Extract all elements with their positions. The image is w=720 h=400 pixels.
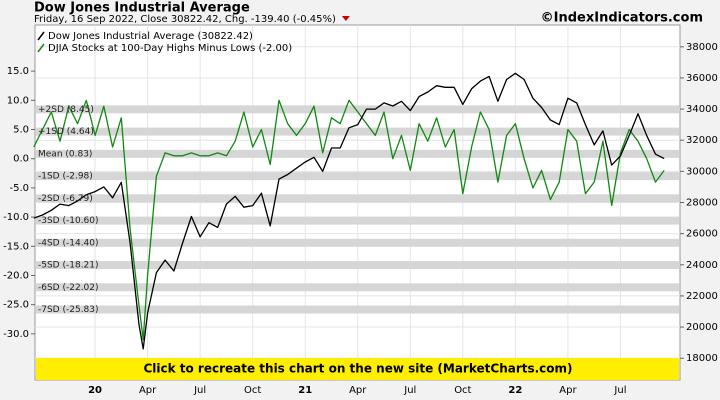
y2-tick-label: 30000 (686, 166, 718, 177)
banner-bg[interactable] (36, 358, 679, 380)
sd-band (36, 149, 679, 158)
sd-band (36, 194, 679, 203)
sd-band-label: -1SD (-2.98) (38, 172, 93, 182)
sd-band-label: -2SD (-6.79) (38, 194, 93, 204)
sd-band-label: Mean (0.83) (38, 149, 92, 159)
y2-tick-label: 34000 (686, 104, 718, 115)
y-tick-label: 5.0 (13, 125, 29, 136)
x-tick-label: 20 (88, 385, 102, 396)
sd-band (36, 216, 679, 225)
y2-tick-label: 36000 (686, 73, 718, 84)
y-tick-label: -15.0 (3, 241, 29, 252)
y-tick-label: 0.0 (13, 154, 29, 165)
y-tick-label: -10.0 (3, 212, 29, 223)
x-tick-label: Jul (403, 385, 416, 396)
x-tick-label: Jul (613, 385, 626, 396)
y-tick-label: -20.0 (3, 270, 29, 281)
y-tick-label: -30.0 (3, 329, 29, 340)
legend-swatch (37, 31, 45, 41)
sd-band (36, 238, 679, 247)
x-tick-label: 21 (298, 385, 312, 396)
x-tick-label: Apr (559, 385, 577, 396)
y2-tick-label: 22000 (686, 291, 718, 302)
sd-band-label: -3SD (-10.60) (38, 216, 99, 226)
down-arrow (341, 16, 350, 21)
sd-band (36, 261, 679, 270)
y-tick-label: 10.0 (7, 95, 29, 106)
chart-title: Dow Jones Industrial Average (34, 1, 250, 16)
sd-band-label: -4SD (-14.40) (38, 238, 99, 248)
sd-band-label: +1SD (4.64) (38, 127, 94, 137)
bands (36, 105, 679, 314)
x-tick-label: Jul (193, 385, 206, 396)
y2-tick-label: 26000 (686, 229, 718, 240)
y2-tick-label: 20000 (686, 322, 718, 333)
x-tick-label: Oct (244, 385, 261, 396)
y2-tick-label: 32000 (686, 135, 718, 146)
y-tick-label: -5.0 (9, 183, 29, 194)
series-line (33, 72, 665, 350)
x-tick-label: Apr (139, 385, 157, 396)
sd-band (36, 283, 679, 292)
legend: Dow Jones Industrial Average (30822.42)D… (37, 31, 292, 54)
x-tick-label: Apr (349, 385, 367, 396)
y2-tick-label: 24000 (686, 260, 718, 271)
y-tick-label: 15.0 (7, 66, 29, 77)
sd-band-label: +2SD (8.45) (38, 105, 94, 115)
legend-label: DJIA Stocks at 100-Day Highs Minus Lows … (48, 43, 292, 54)
legend-label: Dow Jones Industrial Average (30822.42) (48, 31, 253, 42)
y2-tick-label: 28000 (686, 198, 718, 209)
lines (33, 72, 665, 350)
series-line (33, 99, 665, 341)
sd-band (36, 127, 679, 136)
sd-band-label: -5SD (-18.21) (38, 261, 99, 271)
sd-band (36, 105, 679, 114)
sd-band (36, 305, 679, 314)
chart-subtitle: Friday, 16 Sep 2022, Close 30822.42, Chg… (34, 14, 336, 25)
x-tick-label: 22 (508, 385, 522, 396)
labels: 20 Apr Jul Oct 21 Apr Jul Oct 22 Apr Jul 38000 36000… (3, 42, 718, 396)
sd-band-label: -7SD (-25.83) (38, 305, 99, 315)
y-tick-label: -25.0 (3, 300, 29, 311)
sd-band-label: -6SD (-22.02) (38, 283, 99, 293)
grid (35, 25, 680, 380)
source: ©IndexIndicators.com (541, 11, 703, 26)
banner-text[interactable]: Click to recreate this chart on the new … (143, 362, 572, 376)
banner[interactable]: Click to recreate this chart on the new … (36, 358, 679, 380)
sd-band (36, 172, 679, 181)
legend-swatch (37, 43, 45, 53)
y2-tick-label: 18000 (686, 353, 718, 364)
x-tick-label: Oct (454, 385, 471, 396)
y2-tick-label: 38000 (686, 42, 718, 53)
